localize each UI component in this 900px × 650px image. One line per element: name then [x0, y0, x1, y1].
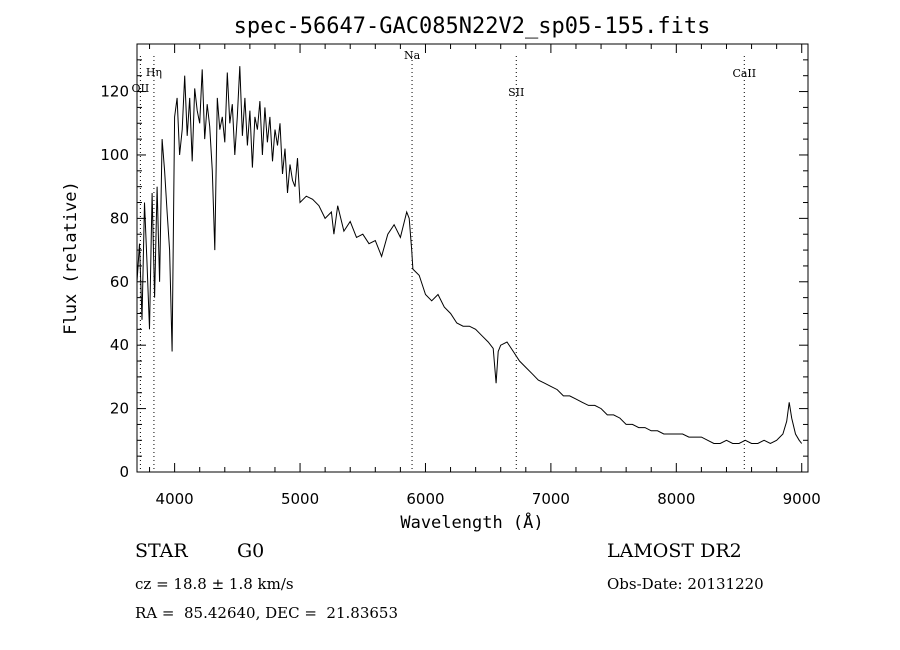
marker-label: OII — [132, 82, 150, 95]
x-tick-label: 5000 — [281, 490, 319, 508]
redshift-cz: cz = 18.8 ± 1.8 km/s — [135, 575, 294, 593]
x-tick-label: 9000 — [783, 490, 821, 508]
x-tick-label: 4000 — [156, 490, 194, 508]
y-tick-label: 20 — [110, 400, 129, 418]
y-tick-label: 40 — [110, 336, 129, 354]
marker-label: Hη — [146, 66, 162, 79]
y-tick-label: 0 — [119, 463, 129, 481]
object-subclass: G0 — [237, 540, 265, 562]
x-tick-label: 6000 — [406, 490, 444, 508]
x-axis-label: Wavelength (Å) — [400, 511, 543, 533]
spectrum-line — [136, 66, 803, 445]
marker-label: CaII — [732, 67, 756, 80]
y-tick-label: 60 — [110, 273, 129, 291]
x-tick-label: 7000 — [532, 490, 570, 508]
marker-label: SII — [508, 86, 524, 99]
observation-date: Obs-Date: 20131220 — [607, 575, 764, 593]
x-tick-label: 8000 — [657, 490, 695, 508]
marker-label: Na — [404, 49, 421, 62]
survey-name: LAMOST DR2 — [607, 540, 742, 562]
chart-title: spec-56647-GAC085N22V2_sp05-155.fits — [234, 14, 711, 39]
plot-frame — [136, 43, 809, 473]
y-tick-label: 80 — [110, 209, 129, 227]
y-tick-label: 120 — [100, 83, 129, 101]
object-type: STAR — [135, 540, 188, 562]
y-axis-label: Flux (relative) — [61, 181, 81, 335]
spectral-line-markers: OII Hη Na SII CaII — [132, 49, 756, 472]
ra-dec: RA = 85.42640, DEC = 21.83653 — [135, 604, 399, 622]
axis-ticks: 4000 5000 6000 7000 8000 9000 0 20 40 60 80 100 120 — [100, 44, 821, 508]
y-tick-label: 100 — [100, 146, 129, 164]
